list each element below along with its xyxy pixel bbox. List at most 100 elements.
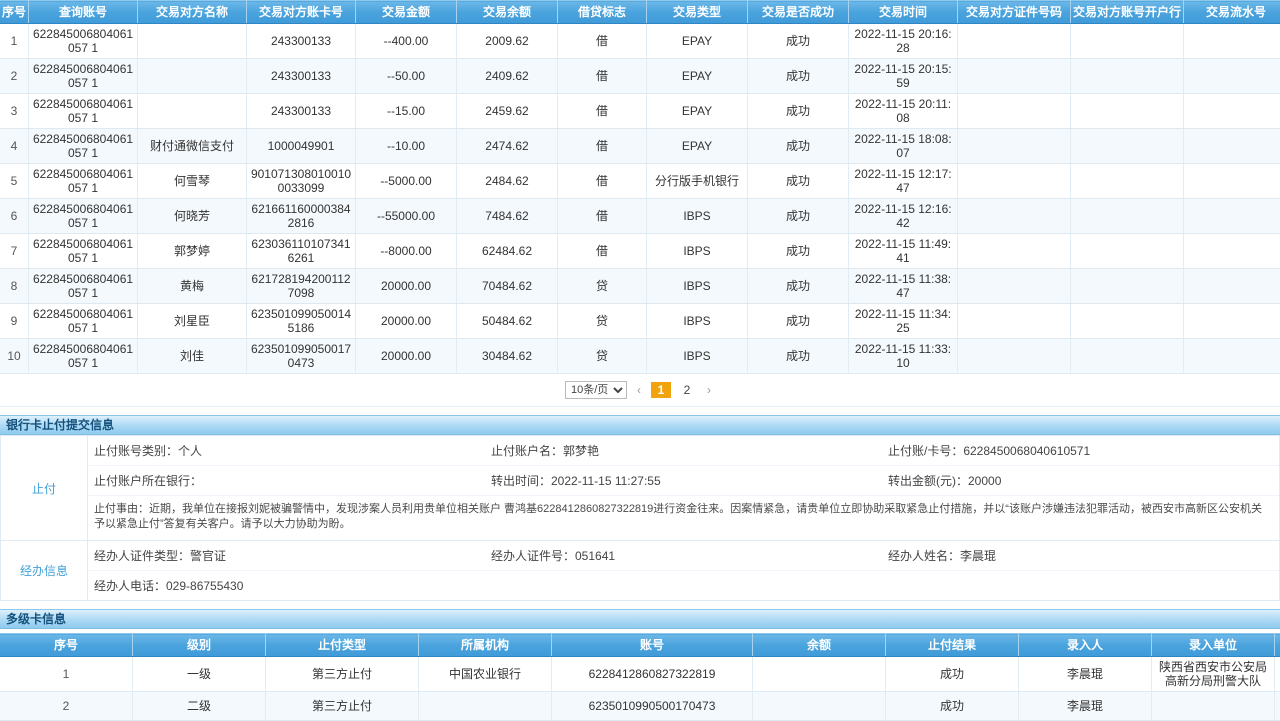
prev-page-button[interactable]: ‹ bbox=[633, 383, 645, 397]
cell-flag: 借 bbox=[558, 199, 647, 234]
cell-type: IBPS bbox=[647, 234, 748, 269]
cell-open-bank bbox=[1071, 234, 1184, 269]
cell-counterparty: 郭梦婷 bbox=[138, 234, 247, 269]
cell-amount: --50.00 bbox=[356, 59, 457, 94]
cell-success: 成功 bbox=[748, 339, 849, 374]
table-row[interactable]: 2 622845006804061057 1 243300133 --50.00… bbox=[0, 59, 1280, 94]
column-header-ml-time[interactable]: 录入时间 bbox=[1275, 634, 1280, 657]
table-row[interactable]: 9 622845006804061057 1 刘星臣 6235010990500… bbox=[0, 304, 1280, 339]
cell-open-bank bbox=[1071, 59, 1184, 94]
multi-level-header-row: 序号 级别 止付类型 所属机构 账号 余额 止付结果 录入人 录入单位 录入时间 bbox=[0, 634, 1280, 657]
field-account-name: 止付账户名：郭梦艳 bbox=[485, 436, 882, 465]
cell-flag: 借 bbox=[558, 129, 647, 164]
cell-id-number bbox=[958, 24, 1071, 59]
handler-info-row-content: 经办人证件类型：警官证 经办人证件号：051641 经办人姓名：李晨琨 经办人电… bbox=[88, 541, 1280, 601]
column-header-ml-type[interactable]: 止付类型 bbox=[266, 634, 419, 657]
cell-ml-org: 中国农业银行 bbox=[419, 657, 552, 692]
cell-ml-time: 2022-11-16 03:40:51 bbox=[1275, 657, 1280, 692]
cell-flag: 借 bbox=[558, 164, 647, 199]
cell-amount: --15.00 bbox=[356, 94, 457, 129]
field-account-bank: 止付账户所在银行： bbox=[88, 466, 485, 495]
cell-serial bbox=[1184, 199, 1280, 234]
cell-type: EPAY bbox=[647, 94, 748, 129]
cell-card: 6235010990500145186 bbox=[247, 304, 356, 339]
cell-balance: 70484.62 bbox=[457, 269, 558, 304]
table-row[interactable]: 6 622845006804061057 1 何晓芳 6216611600003… bbox=[0, 199, 1280, 234]
column-header-ml-seq[interactable]: 序号 bbox=[0, 634, 133, 657]
next-page-button[interactable]: › bbox=[703, 383, 715, 397]
cell-balance: 2484.62 bbox=[457, 164, 558, 199]
cell-ml-operator: 李晨琨 bbox=[1019, 657, 1152, 692]
cell-seq: 5 bbox=[0, 164, 29, 199]
column-header-account[interactable]: 查询账号 bbox=[29, 1, 138, 24]
field-handler-id-no: 经办人证件号：051641 bbox=[485, 541, 882, 570]
cell-counterparty: 黄梅 bbox=[138, 269, 247, 304]
column-header-ml-unit[interactable]: 录入单位 bbox=[1152, 634, 1275, 657]
cell-success: 成功 bbox=[748, 94, 849, 129]
cell-card: 6216611600003842816 bbox=[247, 199, 356, 234]
column-header-ml-org[interactable]: 所属机构 bbox=[419, 634, 552, 657]
table-row[interactable]: 4 622845006804061057 1 财付通微信支付 100004990… bbox=[0, 129, 1280, 164]
cell-serial bbox=[1184, 234, 1280, 269]
table-row[interactable]: 3 622845006804061057 1 243300133 --15.00… bbox=[0, 94, 1280, 129]
column-header-counterparty[interactable]: 交易对方名称 bbox=[138, 1, 247, 24]
column-header-ml-level[interactable]: 级别 bbox=[133, 634, 266, 657]
column-header-id-number[interactable]: 交易对方证件号码 bbox=[958, 1, 1071, 24]
cell-account: 622845006804061057 1 bbox=[29, 199, 138, 234]
page-number-1[interactable]: 1 bbox=[651, 382, 671, 398]
cell-ml-account: 6228412860827322819 bbox=[552, 657, 753, 692]
column-header-ml-account[interactable]: 账号 bbox=[552, 634, 753, 657]
page-size-select[interactable]: 10条/页 bbox=[565, 381, 627, 399]
cell-balance: 30484.62 bbox=[457, 339, 558, 374]
cell-ml-balance bbox=[753, 692, 886, 721]
field-handler-spacer-1 bbox=[485, 571, 882, 600]
column-header-success[interactable]: 交易是否成功 bbox=[748, 1, 849, 24]
column-header-ml-balance[interactable]: 余额 bbox=[753, 634, 886, 657]
column-header-seq[interactable]: 序号 bbox=[0, 1, 29, 24]
column-header-type[interactable]: 交易类型 bbox=[647, 1, 748, 24]
cell-success: 成功 bbox=[748, 164, 849, 199]
field-transfer-time: 转出时间：2022-11-15 11:27:55 bbox=[485, 466, 882, 495]
cell-seq: 7 bbox=[0, 234, 29, 269]
column-header-time[interactable]: 交易时间 bbox=[849, 1, 958, 24]
column-header-amount[interactable]: 交易金额 bbox=[356, 1, 457, 24]
column-header-ml-operator[interactable]: 录入人 bbox=[1019, 634, 1152, 657]
table-row[interactable]: 1 一级 第三方止付 中国农业银行 6228412860827322819 成功… bbox=[0, 657, 1280, 692]
cell-serial bbox=[1184, 304, 1280, 339]
stop-payment-row-content: 止付账号类别：个人 止付账户名：郭梦艳 止付账/卡号：6228450068040… bbox=[88, 436, 1280, 541]
cell-serial bbox=[1184, 164, 1280, 199]
column-header-balance[interactable]: 交易余额 bbox=[457, 1, 558, 24]
table-row[interactable]: 10 622845006804061057 1 刘佳 6235010990500… bbox=[0, 339, 1280, 374]
column-header-serial[interactable]: 交易流水号 bbox=[1184, 1, 1280, 24]
column-header-ml-result[interactable]: 止付结果 bbox=[886, 634, 1019, 657]
table-row[interactable]: 2 二级 第三方止付 6235010990500170473 成功 李晨琨 20… bbox=[0, 692, 1280, 721]
column-header-debit-credit[interactable]: 借贷标志 bbox=[558, 1, 647, 24]
cell-counterparty: 刘星臣 bbox=[138, 304, 247, 339]
transaction-table-header-row: 序号 查询账号 交易对方名称 交易对方账卡号 交易金额 交易余额 借贷标志 交易… bbox=[0, 1, 1280, 24]
cell-success: 成功 bbox=[748, 24, 849, 59]
cell-type: EPAY bbox=[647, 59, 748, 94]
cell-open-bank bbox=[1071, 339, 1184, 374]
handler-field-line-1: 经办人证件类型：警官证 经办人证件号：051641 经办人姓名：李晨琨 bbox=[88, 541, 1279, 571]
cell-seq: 6 bbox=[0, 199, 29, 234]
multi-level-table-body: 1 一级 第三方止付 中国农业银行 6228412860827322819 成功… bbox=[0, 657, 1280, 721]
cell-ml-seq: 1 bbox=[0, 657, 133, 692]
cell-id-number bbox=[958, 304, 1071, 339]
column-header-open-bank[interactable]: 交易对方账号开户行 bbox=[1071, 1, 1184, 24]
table-row[interactable]: 7 622845006804061057 1 郭梦婷 6230361101073… bbox=[0, 234, 1280, 269]
page-number-2[interactable]: 2 bbox=[677, 382, 697, 398]
table-row[interactable]: 8 622845006804061057 1 黄梅 62172819420011… bbox=[0, 269, 1280, 304]
cell-card: 9010713080100100033099 bbox=[247, 164, 356, 199]
cell-seq: 9 bbox=[0, 304, 29, 339]
cell-amount: --8000.00 bbox=[356, 234, 457, 269]
table-row[interactable]: 5 622845006804061057 1 何雪琴 9010713080100… bbox=[0, 164, 1280, 199]
page-root: 序号 查询账号 交易对方名称 交易对方账卡号 交易金额 交易余额 借贷标志 交易… bbox=[0, 0, 1280, 552]
stop-payment-field-line-2: 止付账户所在银行： 转出时间：2022-11-15 11:27:55 转出金额(… bbox=[88, 466, 1279, 496]
cell-id-number bbox=[958, 339, 1071, 374]
field-handler-id-type: 经办人证件类型：警官证 bbox=[88, 541, 485, 570]
cell-type: EPAY bbox=[647, 129, 748, 164]
table-row[interactable]: 1 622845006804061057 1 243300133 --400.0… bbox=[0, 24, 1280, 59]
transaction-table-body: 1 622845006804061057 1 243300133 --400.0… bbox=[0, 24, 1280, 374]
cell-success: 成功 bbox=[748, 304, 849, 339]
column-header-card[interactable]: 交易对方账卡号 bbox=[247, 1, 356, 24]
